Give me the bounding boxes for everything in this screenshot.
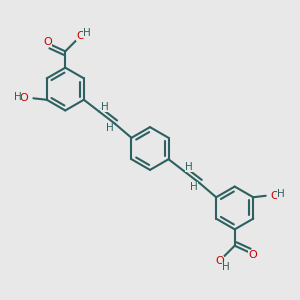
Text: O: O: [248, 250, 257, 260]
Text: O: O: [20, 93, 28, 103]
Text: H: H: [14, 92, 22, 102]
Text: H: H: [101, 102, 109, 112]
Text: O: O: [271, 191, 279, 201]
Text: H: H: [83, 28, 91, 38]
Text: H: H: [277, 189, 285, 199]
Text: O: O: [43, 37, 52, 47]
Text: H: H: [185, 162, 193, 172]
Text: H: H: [222, 262, 230, 272]
Text: O: O: [215, 256, 224, 266]
Text: O: O: [76, 31, 85, 41]
Text: H: H: [106, 123, 113, 133]
Text: H: H: [190, 182, 198, 193]
